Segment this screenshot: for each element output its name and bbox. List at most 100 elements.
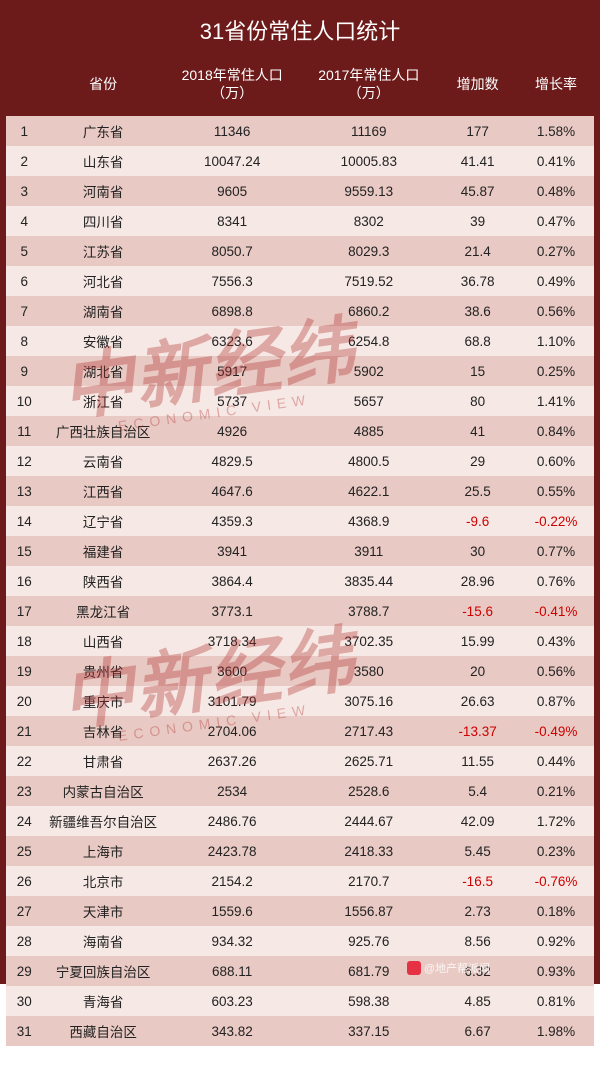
cell-pop2017: 4800.5	[300, 446, 437, 476]
cell-pop2018: 4926	[164, 416, 301, 446]
cell-rate: 0.27%	[518, 236, 594, 266]
cell-rate: 0.49%	[518, 266, 594, 296]
table-row: 22甘肃省2637.262625.7111.550.44%	[6, 746, 594, 776]
cell-rate: 0.87%	[518, 686, 594, 716]
cell-index: 26	[6, 866, 42, 896]
table-row: 23内蒙古自治区25342528.65.40.21%	[6, 776, 594, 806]
cell-index: 8	[6, 326, 42, 356]
cell-increase: 39	[437, 206, 518, 236]
table-row: 2山东省10047.2410005.8341.410.41%	[6, 146, 594, 176]
cell-province: 浙江省	[42, 386, 163, 416]
table-row: 29宁夏回族自治区688.11681.796.320.93%	[6, 956, 594, 986]
cell-rate: 0.25%	[518, 356, 594, 386]
cell-increase: 5.4	[437, 776, 518, 806]
cell-index: 27	[6, 896, 42, 926]
cell-pop2018: 3773.1	[164, 596, 301, 626]
cell-index: 30	[6, 986, 42, 1016]
cell-pop2018: 6323.6	[164, 326, 301, 356]
table-card: 31省份常住人口统计 省份 2018年常住人口 （万） 2017年常住人口 （万…	[0, 0, 600, 984]
cell-pop2018: 2534	[164, 776, 301, 806]
cell-increase: 45.87	[437, 176, 518, 206]
cell-pop2017: 2444.67	[300, 806, 437, 836]
cell-pop2017: 3075.16	[300, 686, 437, 716]
cell-province: 山西省	[42, 626, 163, 656]
table-header-row: 省份 2018年常住人口 （万） 2017年常住人口 （万） 增加数 增长率	[6, 56, 594, 116]
cell-index: 15	[6, 536, 42, 566]
cell-pop2017: 2717.43	[300, 716, 437, 746]
cell-province: 陕西省	[42, 566, 163, 596]
cell-increase: -13.37	[437, 716, 518, 746]
cell-increase: 28.96	[437, 566, 518, 596]
cell-index: 22	[6, 746, 42, 776]
cell-pop2018: 8050.7	[164, 236, 301, 266]
cell-index: 17	[6, 596, 42, 626]
cell-pop2018: 2154.2	[164, 866, 301, 896]
cell-increase: 2.73	[437, 896, 518, 926]
cell-pop2017: 3788.7	[300, 596, 437, 626]
cell-index: 16	[6, 566, 42, 596]
cell-increase: -9.6	[437, 506, 518, 536]
table-row: 5江苏省8050.78029.321.40.27%	[6, 236, 594, 266]
cell-pop2018: 5917	[164, 356, 301, 386]
cell-increase: 30	[437, 536, 518, 566]
footer-source: 数据来源：各地统计局	[14, 1056, 134, 1073]
table-row: 20重庆市3101.793075.1626.630.87%	[6, 686, 594, 716]
cell-rate: -0.22%	[518, 506, 594, 536]
cell-increase: 38.6	[437, 296, 518, 326]
col-header-2017: 2017年常住人口 （万）	[300, 56, 437, 116]
cell-province: 重庆市	[42, 686, 163, 716]
cell-increase: 177	[437, 116, 518, 146]
cell-province: 吉林省	[42, 716, 163, 746]
cell-pop2017: 4368.9	[300, 506, 437, 536]
cell-pop2018: 3941	[164, 536, 301, 566]
cell-pop2017: 1556.87	[300, 896, 437, 926]
cell-rate: 1.10%	[518, 326, 594, 356]
cell-index: 23	[6, 776, 42, 806]
cell-rate: 1.98%	[518, 1016, 594, 1046]
cell-province: 安徽省	[42, 326, 163, 356]
cell-province: 江苏省	[42, 236, 163, 266]
cell-pop2018: 5737	[164, 386, 301, 416]
cell-index: 4	[6, 206, 42, 236]
col-header-province: 省份	[42, 56, 163, 116]
table-row: 15福建省39413911300.77%	[6, 536, 594, 566]
cell-increase: 41	[437, 416, 518, 446]
cell-rate: 0.21%	[518, 776, 594, 806]
cell-index: 10	[6, 386, 42, 416]
cell-index: 2	[6, 146, 42, 176]
table-row: 19贵州省36003580200.56%	[6, 656, 594, 686]
table-row: 4四川省83418302390.47%	[6, 206, 594, 236]
cell-index: 28	[6, 926, 42, 956]
cell-increase: 80	[437, 386, 518, 416]
population-table: 省份 2018年常住人口 （万） 2017年常住人口 （万） 增加数 增长率 1…	[6, 56, 594, 1046]
cell-pop2018: 3864.4	[164, 566, 301, 596]
col-header-increase: 增加数	[437, 56, 518, 116]
cell-rate: 0.77%	[518, 536, 594, 566]
cell-increase: 36.78	[437, 266, 518, 296]
table-row: 8安徽省6323.66254.868.81.10%	[6, 326, 594, 356]
cell-increase: 15	[437, 356, 518, 386]
table-row: 16陕西省3864.43835.4428.960.76%	[6, 566, 594, 596]
cell-increase: 29	[437, 446, 518, 476]
table-row: 26北京市2154.22170.7-16.5-0.76%	[6, 866, 594, 896]
cell-province: 海南省	[42, 926, 163, 956]
cell-pop2017: 2418.33	[300, 836, 437, 866]
cell-rate: 0.84%	[518, 416, 594, 446]
cell-index: 11	[6, 416, 42, 446]
cell-pop2017: 4885	[300, 416, 437, 446]
table-row: 9湖北省59175902150.25%	[6, 356, 594, 386]
table-row: 25上海市2423.782418.335.450.23%	[6, 836, 594, 866]
cell-increase: 41.41	[437, 146, 518, 176]
cell-rate: -0.49%	[518, 716, 594, 746]
cell-increase: -15.6	[437, 596, 518, 626]
cell-province: 江西省	[42, 476, 163, 506]
cell-index: 18	[6, 626, 42, 656]
cell-pop2017: 3835.44	[300, 566, 437, 596]
cell-rate: 0.93%	[518, 956, 594, 986]
cell-province: 湖北省	[42, 356, 163, 386]
cell-increase: 42.09	[437, 806, 518, 836]
cell-province: 四川省	[42, 206, 163, 236]
cell-province: 广西壮族自治区	[42, 416, 163, 446]
cell-pop2018: 6898.8	[164, 296, 301, 326]
cell-rate: 0.55%	[518, 476, 594, 506]
